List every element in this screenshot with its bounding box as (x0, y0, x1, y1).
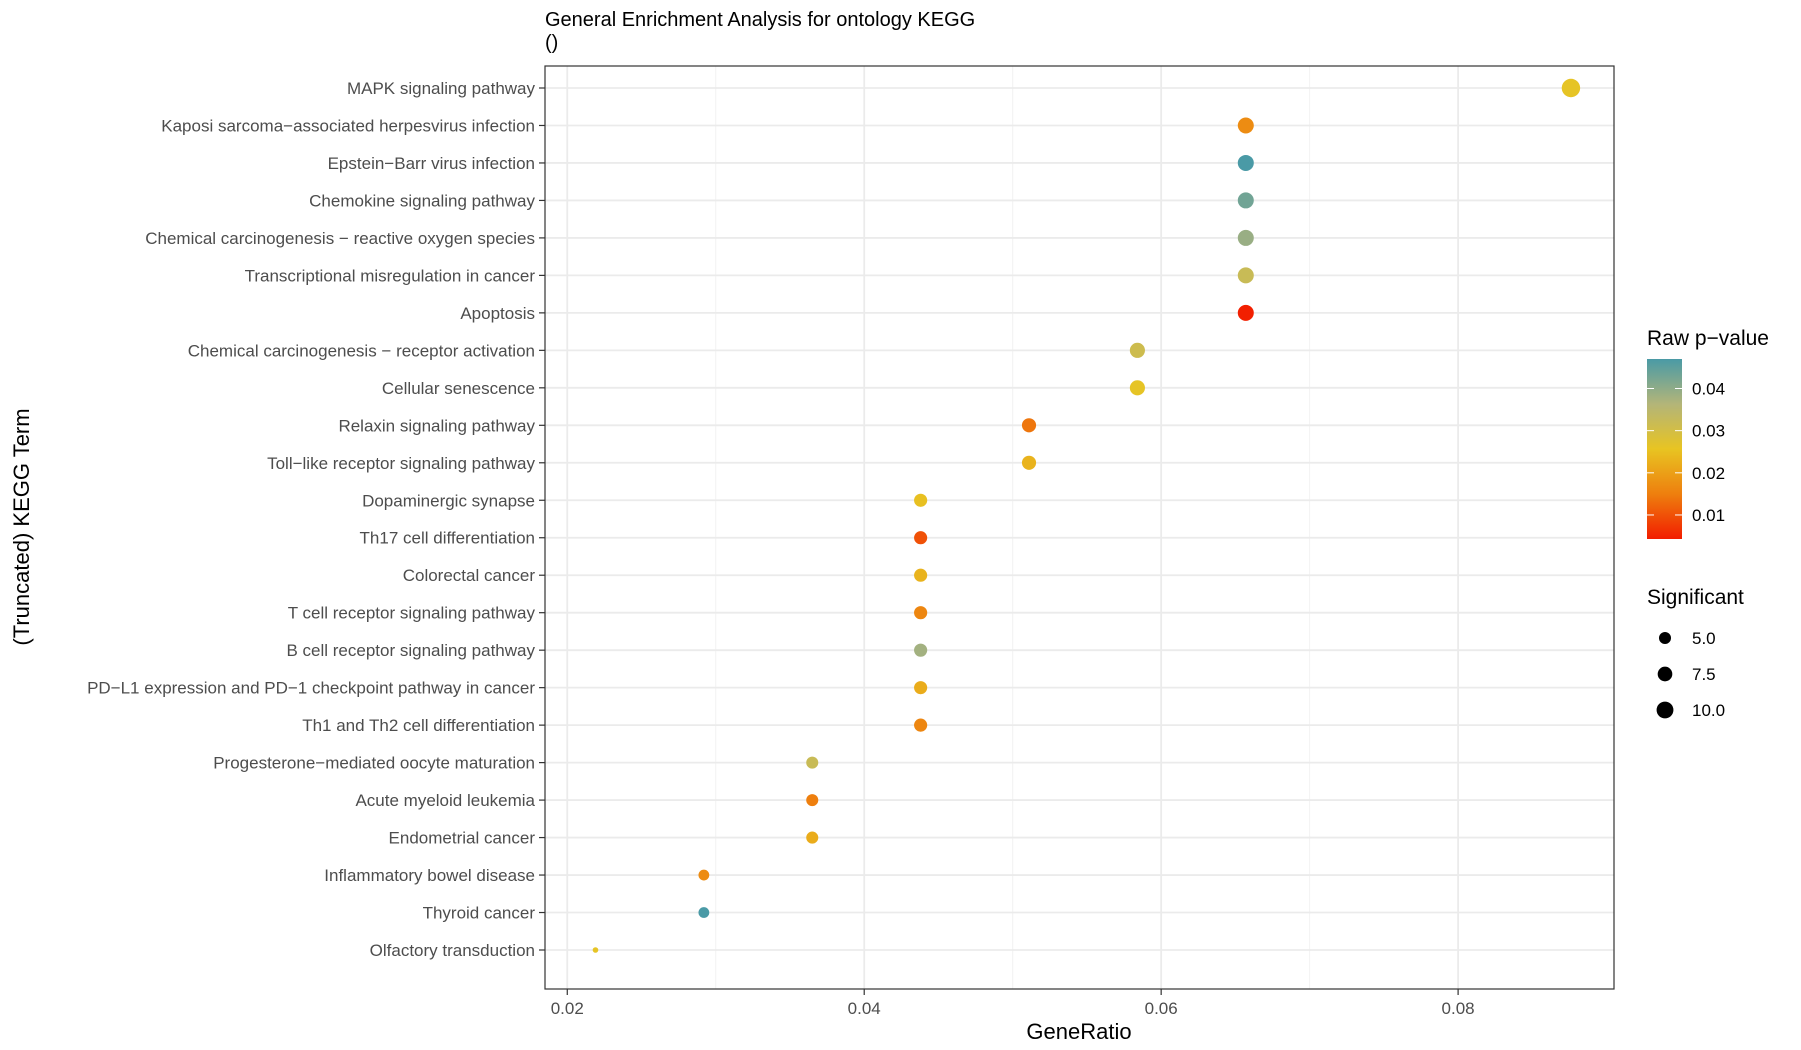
grid-lines (545, 66, 1614, 989)
y-tick-label: Chemokine signaling pathway (309, 191, 535, 210)
chart-title: General Enrichment Analysis for ontology… (545, 9, 975, 31)
data-point (914, 531, 928, 545)
data-points (592, 78, 1581, 953)
y-axis-title: (Truncated) KEGG Term (9, 408, 34, 645)
y-tick-label: Th17 cell differentiation (360, 529, 535, 548)
color-legend-label: 0.02 (1692, 464, 1725, 483)
y-tick-label: Kaposi sarcoma−associated herpesvirus in… (161, 116, 535, 135)
y-tick-label: Chemical carcinogenesis − receptor activ… (188, 341, 535, 360)
size-legend-dot (1658, 631, 1672, 645)
data-point (1237, 304, 1254, 321)
y-tick-label: Transcriptional misregulation in cancer (245, 266, 536, 285)
data-point (914, 643, 928, 657)
y-tick-label: Inflammatory bowel disease (324, 866, 535, 885)
data-point (698, 869, 710, 881)
x-tick-label: 0.08 (1442, 999, 1475, 1018)
data-point (1129, 380, 1145, 396)
data-point (1237, 154, 1254, 171)
y-tick-label: Apoptosis (460, 304, 535, 323)
data-point (698, 907, 710, 918)
y-tick-label: Th1 and Th2 cell differentiation (302, 716, 535, 735)
size-legend-title: Significant (1647, 586, 1744, 609)
data-point (806, 794, 819, 807)
data-point (592, 947, 599, 953)
color-legend-label: 0.03 (1692, 422, 1725, 441)
data-point (1237, 117, 1254, 134)
size-legend-dot (1656, 701, 1674, 719)
size-legend-label: 10.0 (1692, 701, 1725, 720)
y-tick-label: Toll−like receptor signaling pathway (267, 454, 535, 473)
y-tick-label: PD−L1 expression and PD−1 checkpoint pat… (87, 679, 535, 698)
data-point (806, 831, 819, 844)
size-legend-dot (1657, 666, 1673, 682)
y-tick-label: Progesterone−mediated oocyte maturation (213, 754, 535, 773)
y-axis-ticks: MAPK signaling pathway Kaposi sarcoma−ass… (87, 79, 545, 960)
data-point (914, 493, 928, 507)
color-legend-title: Raw p−value (1647, 327, 1769, 350)
color-legend-label: 0.01 (1692, 506, 1725, 525)
x-tick-label: 0.04 (848, 999, 881, 1018)
y-tick-label: MAPK signaling pathway (347, 79, 536, 98)
data-point (914, 718, 928, 732)
y-tick-label: Cellular senescence (382, 379, 535, 398)
data-point (914, 606, 928, 620)
y-tick-label: Relaxin signaling pathway (338, 416, 535, 435)
y-tick-label: Colorectal cancer (403, 566, 536, 585)
chart-subtitle: () (545, 32, 558, 54)
size-legend-items: 5.0 7.5 10.0 (1656, 629, 1725, 720)
y-tick-label: Acute myeloid leukemia (355, 791, 535, 810)
data-point (1237, 192, 1254, 209)
data-point (1129, 342, 1145, 358)
size-legend-label: 5.0 (1692, 629, 1716, 648)
data-point (1561, 78, 1581, 98)
x-tick-label: 0.02 (551, 999, 584, 1018)
y-tick-label: Thyroid cancer (423, 904, 536, 923)
color-legend-bar (1647, 359, 1682, 539)
size-legend: Significant 5.0 7.5 10.0 (1647, 586, 1744, 720)
size-legend-label: 7.5 (1692, 665, 1716, 684)
y-tick-label: T cell receptor signaling pathway (288, 604, 536, 623)
y-tick-label: Endometrial cancer (389, 829, 536, 848)
data-point (914, 568, 928, 582)
y-tick-label: Epstein−Barr virus infection (328, 154, 535, 173)
data-point (914, 681, 928, 695)
data-point (1237, 229, 1254, 246)
x-axis-title: GeneRatio (1026, 1019, 1131, 1044)
x-tick-label: 0.06 (1145, 999, 1178, 1018)
y-tick-label: B cell receptor signaling pathway (286, 641, 535, 660)
data-point (1237, 267, 1254, 284)
color-legend-label: 0.04 (1692, 380, 1725, 399)
plot-panel-border (544, 65, 1615, 990)
data-point (1021, 418, 1037, 433)
plot-panel-background (545, 66, 1614, 989)
y-tick-label: Dopaminergic synapse (362, 491, 535, 510)
data-point (806, 756, 819, 769)
y-tick-label: Chemical carcinogenesis − reactive oxyge… (145, 229, 535, 248)
data-point (1021, 455, 1037, 470)
x-axis-ticks: 0.02 0.04 0.06 0.08 (551, 989, 1475, 1018)
color-legend-ticks: 0.01 0.02 0.03 0.04 (1647, 380, 1725, 525)
color-legend: Raw p−value 0.01 0.02 0.03 0.04 (1647, 327, 1769, 539)
y-tick-label: Olfactory transduction (370, 941, 535, 960)
